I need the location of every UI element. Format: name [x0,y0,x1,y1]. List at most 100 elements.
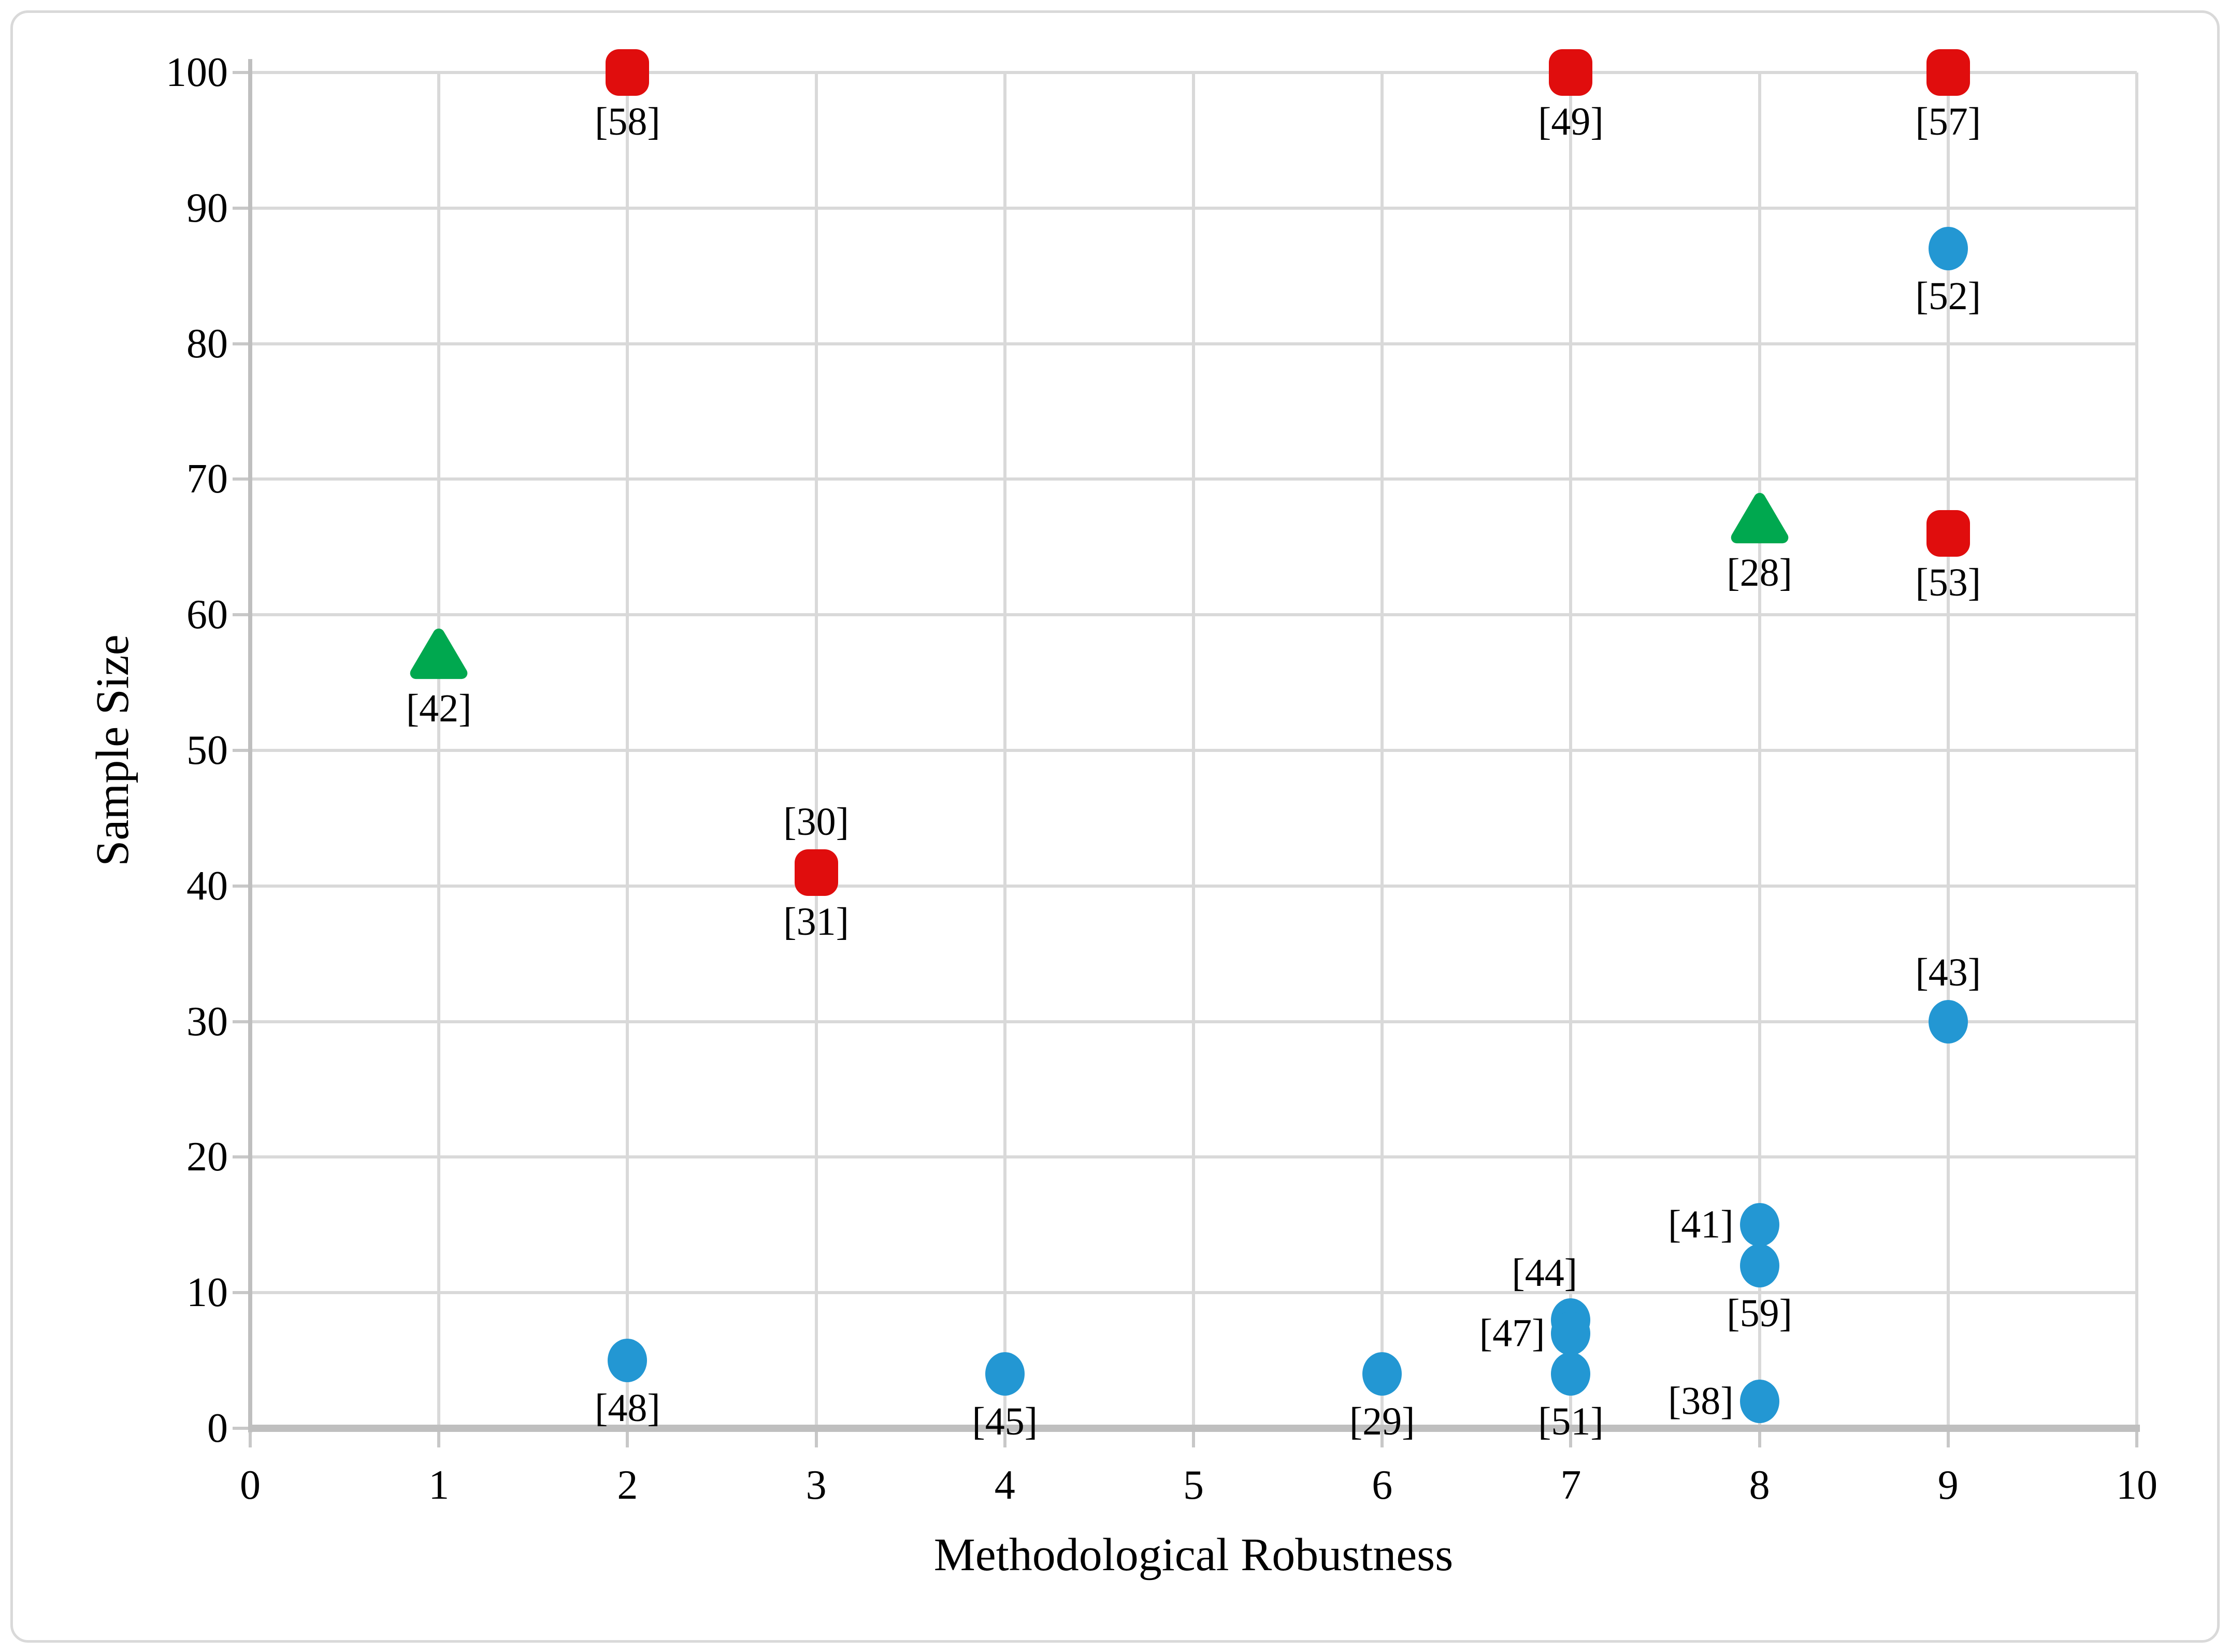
x-tick-label-0: 0 [240,1462,261,1508]
data-point-marker-circle [985,1352,1025,1396]
data-point-label: [59] [1727,1291,1792,1335]
y-tick-100 [233,71,248,74]
y-tick-label-70: 70 [186,456,228,502]
y-tick-label-20: 20 [186,1134,228,1180]
data-point-marker-circle [1362,1352,1402,1396]
data-point-marker-circle [1928,227,1968,271]
data-point-label: [43] [1915,950,1981,994]
y-tick-30 [233,1020,248,1023]
x-tick-0 [249,1432,252,1447]
y-tick-label-80: 80 [186,321,228,367]
x-tick-4 [1003,1432,1006,1447]
y-tick-label-100: 100 [166,50,228,95]
data-point-label: [52] [1915,274,1981,318]
x-tick-label-1: 1 [428,1462,450,1508]
data-point-label: [53] [1915,561,1981,605]
data-point-label: [38] [1667,1379,1734,1423]
x-axis-title: Methodological Robustness [933,1529,1454,1581]
data-point-label: [42] [406,686,472,730]
y-tick-60 [233,613,248,617]
y-tick-label-50: 50 [186,728,228,773]
data-point-label: [41] [1667,1202,1734,1247]
y-tick-50 [233,749,248,752]
data-point-label: [30] [783,800,849,844]
x-tick-label-2: 2 [617,1462,638,1508]
data-point-label: [51] [1538,1400,1604,1444]
data-point-marker-circle [1551,1352,1591,1396]
y-tick-label-60: 60 [186,592,228,638]
gridline-y-30 [250,1020,2137,1023]
gridline-y-70 [250,477,2137,481]
y-tick-label-0: 0 [207,1405,228,1451]
y-tick-0 [233,1427,248,1430]
data-point-marker-circle [1739,1379,1779,1423]
x-tick-label-4: 4 [994,1462,1015,1508]
data-point-marker-triangle [410,627,468,684]
data-point-marker-circle [1928,999,1968,1044]
data-point-label: [29] [1349,1400,1415,1444]
data-point-label: [45] [972,1400,1038,1444]
gridline-x-10 [2135,73,2138,1428]
data-point-marker-circle [608,1339,648,1383]
x-tick-3 [814,1432,818,1447]
data-point-label: [47] [1479,1311,1545,1355]
data-point-label: [28] [1727,550,1792,595]
data-point-label: [44] [1512,1251,1578,1295]
x-tick-2 [626,1432,629,1447]
x-tick-label-6: 6 [1372,1462,1393,1508]
data-point-label: [49] [1538,100,1604,143]
data-point-marker-square [1549,49,1593,96]
y-tick-70 [233,477,248,481]
y-tick-20 [233,1155,248,1159]
data-point-label: [48] [595,1386,660,1430]
data-point-marker-square [1926,510,1970,557]
gridline-y-80 [250,342,2137,345]
data-point-label: [57] [1915,100,1981,143]
gridline-y-100 [250,71,2137,74]
data-point-marker-square [606,49,650,96]
data-point-label: [31] [783,900,849,944]
x-tick-5 [1192,1432,1195,1447]
data-point-marker-circle [1739,1203,1779,1247]
x-tick-label-10: 10 [2116,1462,2158,1508]
x-tick-label-5: 5 [1183,1462,1204,1508]
x-tick-8 [1758,1432,1761,1447]
gridline-y-20 [250,1155,2137,1159]
y-tick-label-90: 90 [186,185,228,231]
y-axis-line [248,59,252,1432]
y-tick-label-40: 40 [186,863,228,909]
y-tick-80 [233,342,248,345]
y-tick-10 [233,1291,248,1295]
x-tick-10 [2135,1432,2138,1447]
chart-outer-border [10,10,2220,1643]
y-tick-90 [233,206,248,210]
data-point-marker-square [1926,49,1970,96]
x-tick-label-8: 8 [1749,1462,1770,1508]
gridline-y-50 [250,749,2137,752]
x-tick-label-7: 7 [1560,1462,1581,1508]
x-tick-label-3: 3 [806,1462,827,1508]
data-point-marker-circle [1551,1311,1591,1355]
x-tick-1 [437,1432,441,1447]
x-tick-7 [1569,1432,1573,1447]
gridline-y-60 [250,613,2137,617]
data-point-label: [58] [595,100,660,143]
data-point-marker-circle [1739,1243,1779,1287]
data-point-marker-square [794,849,838,896]
y-tick-40 [233,884,248,888]
y-tick-label-30: 30 [186,998,228,1045]
x-tick-6 [1380,1432,1384,1447]
gridline-y-10 [250,1291,2137,1295]
x-axis-line [248,1425,2140,1432]
x-tick-9 [1946,1432,1950,1447]
x-tick-label-9: 9 [1937,1462,1959,1508]
y-tick-label-10: 10 [186,1270,228,1316]
gridline-y-90 [250,206,2137,210]
data-point-marker-triangle [1731,491,1789,548]
